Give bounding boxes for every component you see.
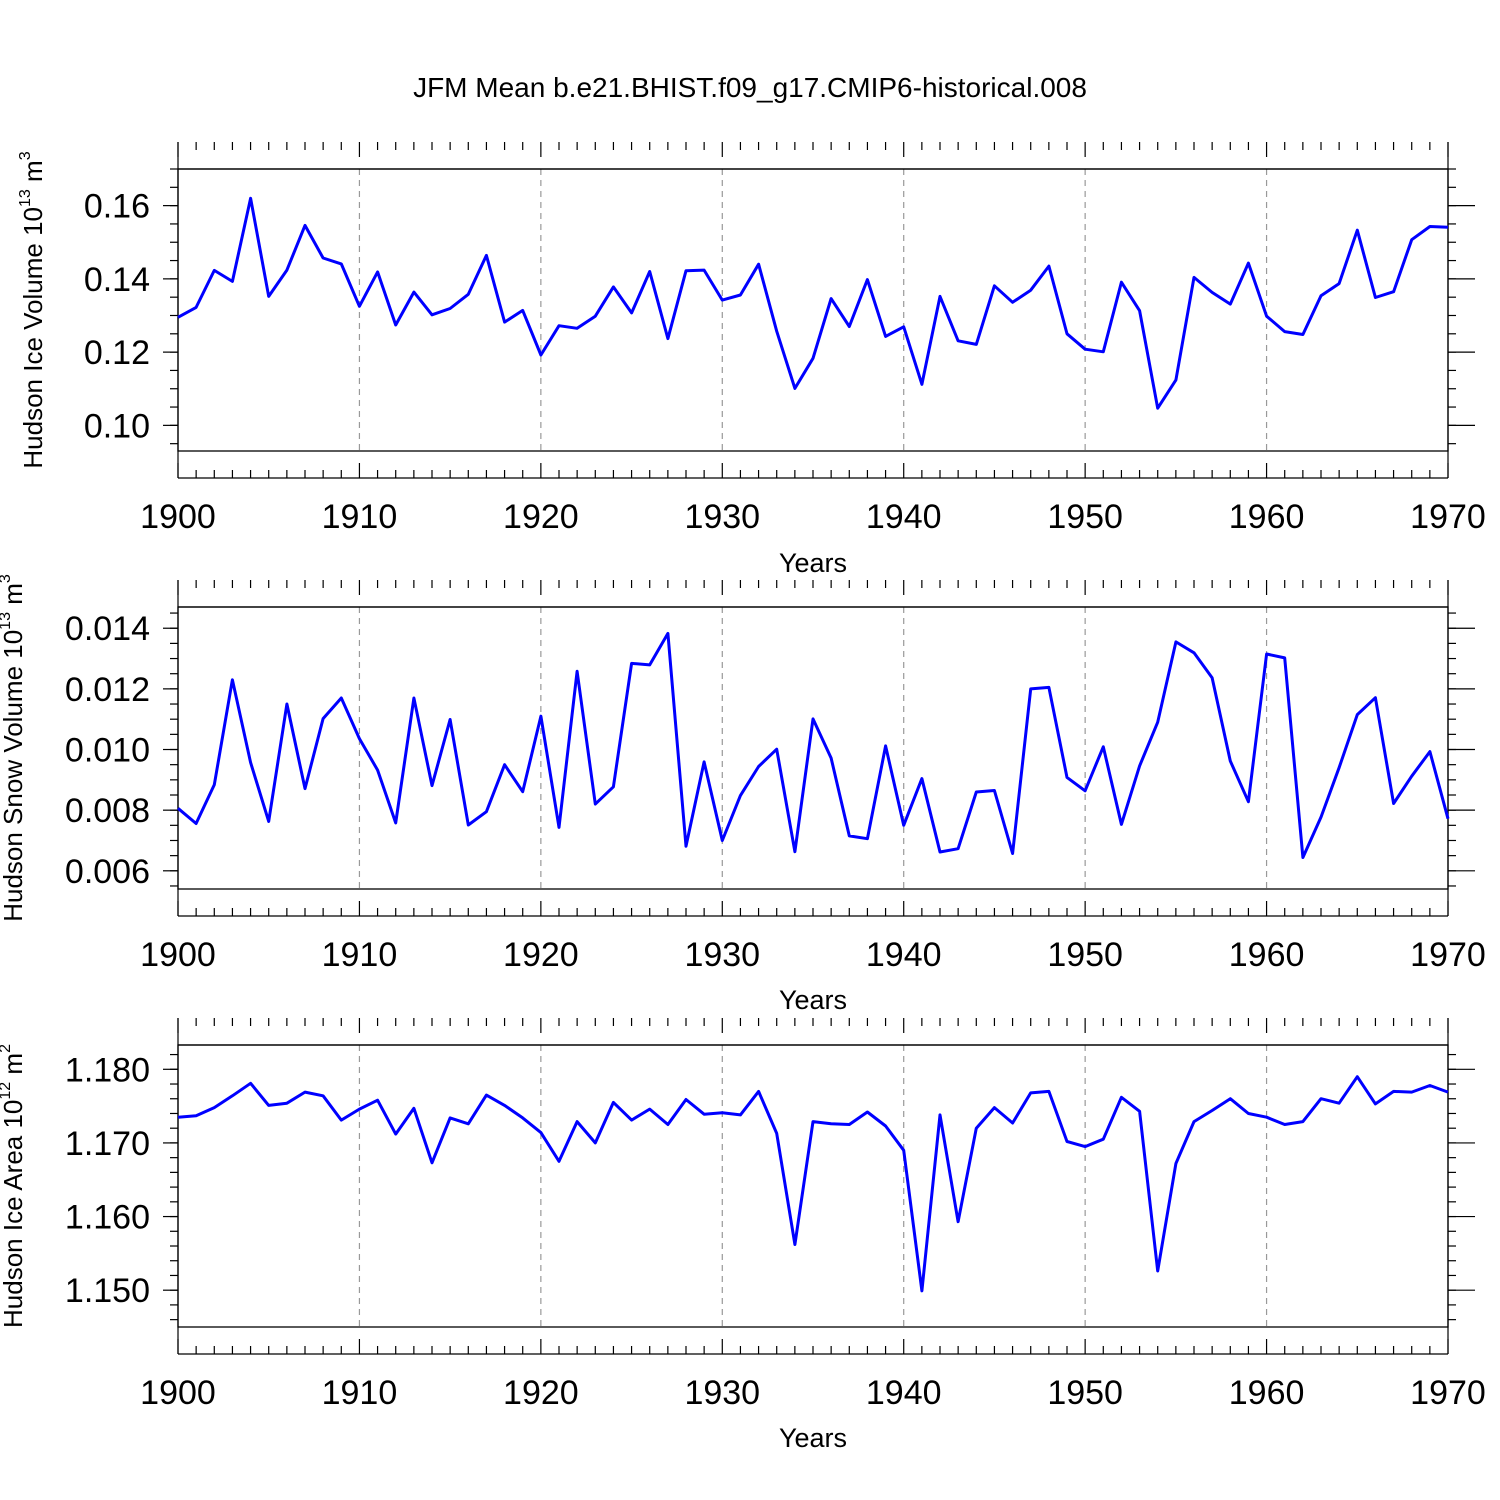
- y-axis-title-text: Hudson Ice Volume 10: [18, 207, 48, 469]
- plot-frame: [177, 1044, 1449, 1328]
- x-tick-label: 1940: [866, 498, 942, 536]
- y-tick-label: 0.014: [65, 610, 150, 648]
- x-tick-label: 1960: [1229, 498, 1305, 536]
- y-axis-exponent: 13: [17, 189, 34, 207]
- x-tick-label: 1920: [503, 1374, 579, 1412]
- x-tick-label: 1960: [1229, 1374, 1305, 1412]
- y-axis-exponent: 12: [0, 1082, 14, 1100]
- x-tick-label: 1950: [1047, 936, 1123, 974]
- y-tick-label: 1.160: [65, 1199, 150, 1237]
- y-axis-exponent: 13: [0, 612, 14, 630]
- plot-frame: [177, 168, 1449, 452]
- y-axis-title-text: Hudson Snow Volume 10: [0, 630, 28, 922]
- x-axis-title: Years: [779, 1423, 847, 1453]
- x-axis-title: Years: [779, 985, 847, 1015]
- x-tick-label: 1970: [1410, 936, 1486, 974]
- y-tick-label: 1.180: [65, 1051, 150, 1089]
- x-tick-label: 1910: [322, 498, 398, 536]
- y-tick-label: 0.006: [65, 853, 150, 891]
- panel-ice-area: 1.150 1.160 1.170 1.180 1900 1910 1920 1930 194…: [0, 1018, 1486, 1453]
- snow-volume-line: [177, 631, 1450, 859]
- x-tick-label: 1900: [140, 1374, 216, 1412]
- x-tick-label: 1960: [1229, 936, 1305, 974]
- y-axis-unit-exponent: 3: [17, 151, 34, 160]
- y-tick-label: 0.14: [84, 261, 150, 299]
- y-axis-unit-exponent: 3: [0, 574, 14, 583]
- y-tick-label: 1.150: [65, 1272, 150, 1310]
- panel-snow-volume: 0.006 0.008 0.010 0.012 0.014 1900 1910 1920 19…: [0, 574, 1486, 1015]
- ice-volume-line: [177, 196, 1449, 410]
- x-tick-label: 1920: [503, 498, 579, 536]
- y-axis-title-text: Hudson Ice Area 10: [0, 1100, 28, 1328]
- x-tick-label: 1970: [1410, 498, 1486, 536]
- x-tick-label: 1930: [684, 936, 760, 974]
- y-tick-label: 1.170: [65, 1125, 150, 1163]
- y-tick-label: 0.16: [84, 188, 150, 226]
- y-tick-label: 0.012: [65, 671, 150, 709]
- y-axis-title: Hudson Ice Area 1012 m2: [0, 1044, 28, 1328]
- y-axis-unit: m: [0, 583, 28, 612]
- x-tick-label: 1900: [140, 498, 216, 536]
- y-tick-label: 0.12: [84, 334, 150, 372]
- plot-frame: [177, 606, 1449, 890]
- x-tick-label: 1930: [684, 498, 760, 536]
- y-tick-label: 0.10: [84, 407, 150, 445]
- x-tick-label: 1940: [866, 936, 942, 974]
- y-axis-unit-exponent: 2: [0, 1044, 14, 1053]
- y-axis-unit: m: [0, 1053, 28, 1082]
- x-axis-title: Years: [779, 548, 847, 578]
- x-tick-label: 1920: [503, 936, 579, 974]
- x-tick-label: 1950: [1047, 1374, 1123, 1412]
- x-tick-label: 1970: [1410, 1374, 1486, 1412]
- y-tick-label: 0.010: [65, 732, 150, 770]
- x-tick-label: 1900: [140, 936, 216, 974]
- x-tick-label: 1910: [322, 936, 398, 974]
- y-axis-unit: m: [18, 160, 48, 189]
- ice-area-line: [177, 1075, 1449, 1293]
- x-tick-label: 1950: [1047, 498, 1123, 536]
- y-axis-title: Hudson Snow Volume 1013 m3: [0, 574, 28, 922]
- y-tick-label: 0.008: [65, 792, 150, 830]
- panel-ice-volume: 0.10 0.12 0.14 0.16 1900 1910 1920 1930 1940 195…: [17, 142, 1486, 578]
- chart-title: JFM Mean b.e21.BHIST.f09_g17.CMIP6-histo…: [413, 72, 1087, 103]
- x-tick-label: 1910: [322, 1374, 398, 1412]
- y-axis-title: Hudson Ice Volume 1013 m3: [17, 151, 48, 468]
- x-tick-label: 1940: [866, 1374, 942, 1412]
- x-tick-label: 1930: [684, 1374, 760, 1412]
